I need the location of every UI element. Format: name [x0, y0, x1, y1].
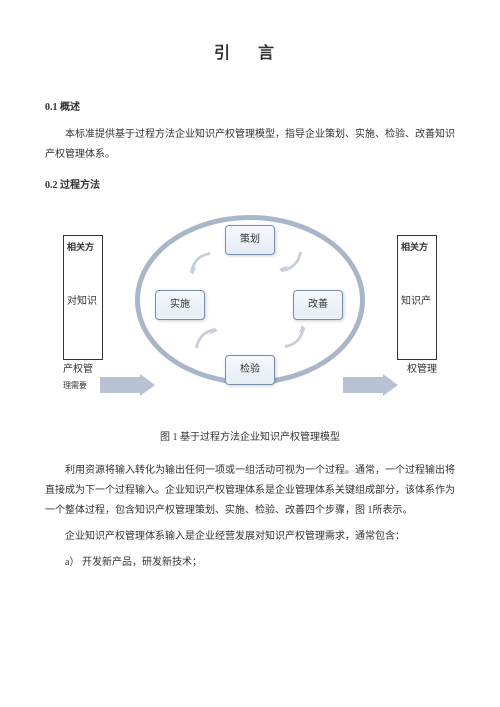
right-box-top-label: 相关方	[401, 240, 433, 254]
node-improve: 改善	[293, 290, 343, 320]
arrow-check-to-improve	[280, 323, 310, 353]
process-diagram: 相关方 对知识 产权管 理需要 相关方 知识产 权管理 策划 实施 改善 检验	[45, 205, 455, 415]
section-0-1-heading: 0.1 概述	[45, 99, 455, 117]
node-plan: 策划	[225, 225, 275, 255]
output-arrow-icon	[343, 377, 398, 393]
page-title: 引 言	[45, 40, 455, 69]
right-stakeholder-box: 相关方 知识产	[397, 235, 437, 360]
left-box-top-label: 相关方	[67, 240, 99, 254]
left-below-1: 产权管	[63, 363, 93, 377]
left-below-2: 理需要	[63, 380, 87, 391]
node-check: 检验	[225, 355, 275, 385]
left-stakeholder-box: 相关方 对知识	[63, 235, 103, 360]
arrow-improve-to-plan	[277, 247, 307, 277]
arrow-plan-to-do	[185, 247, 215, 277]
left-box-bottom-label: 对知识	[67, 294, 99, 310]
section-0-1-paragraph: 本标准提供基于过程方法企业知识产权管理模型，指导企业策划、实施、检验、改善知识产…	[45, 125, 455, 165]
right-box-bottom-label: 知识产	[401, 294, 433, 310]
body-paragraph-2: 企业知识产权管理体系输入是企业经营发展对知识产权管理需求，通常包含：	[45, 527, 455, 547]
section-0-2-heading: 0.2 过程方法	[45, 177, 455, 195]
body-paragraph-1: 利用资源将输入转化为输出任何一项或一组活动可视为一个过程。通常，一个过程输出将直…	[45, 461, 455, 521]
input-arrow-icon	[100, 377, 155, 393]
list-item-a: a） 开发新产品，研发新技术；	[45, 553, 455, 573]
right-below-1: 权管理	[407, 363, 437, 377]
arrow-do-to-check	[190, 323, 220, 353]
node-do: 实施	[155, 290, 205, 320]
figure-1-caption: 图 1 基于过程方法企业知识产权管理模型	[45, 429, 455, 447]
